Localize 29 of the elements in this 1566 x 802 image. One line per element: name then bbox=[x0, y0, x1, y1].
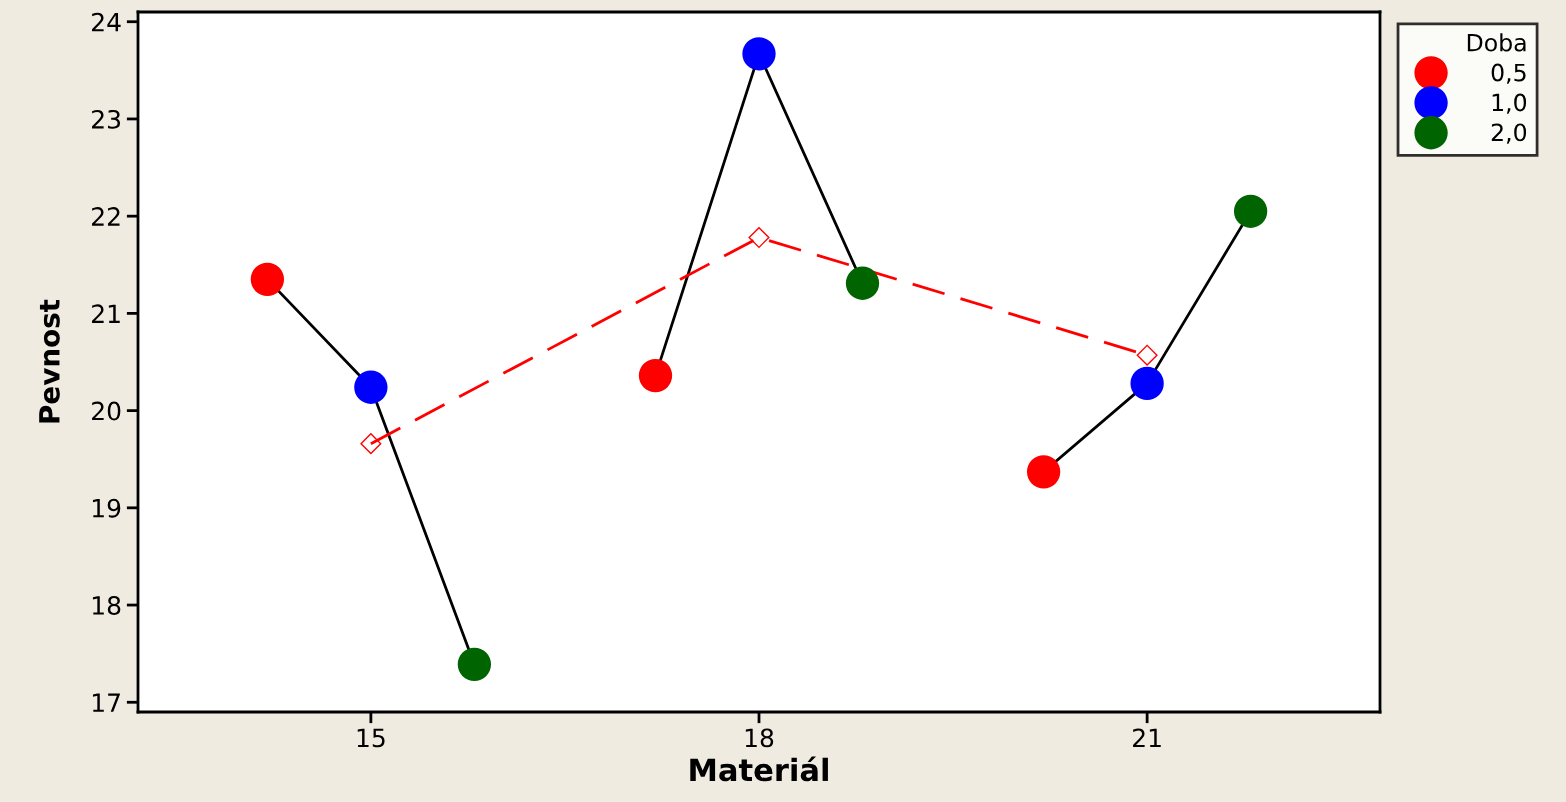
point bbox=[457, 647, 492, 682]
y-tick-label: 17 bbox=[92, 693, 120, 712]
point bbox=[360, 433, 382, 455]
point bbox=[250, 262, 285, 297]
point bbox=[1136, 344, 1158, 366]
point bbox=[748, 227, 770, 249]
y-tick-label: 22 bbox=[92, 207, 120, 226]
y-tick-label: 21 bbox=[92, 304, 120, 323]
x-tick-label: 15 bbox=[357, 728, 385, 748]
point bbox=[845, 266, 880, 300]
legend-label: 1,0 bbox=[1492, 93, 1527, 114]
y-tick-label: 24 bbox=[92, 12, 121, 32]
y-tick-label: 23 bbox=[92, 109, 121, 129]
point bbox=[638, 358, 673, 393]
y-tick-label: 20 bbox=[92, 401, 121, 421]
point bbox=[1130, 366, 1164, 401]
legend-label: 2,0 bbox=[1491, 123, 1527, 144]
legend-title: Doba bbox=[1467, 33, 1526, 52]
x-axis-title: Materiál bbox=[690, 756, 828, 782]
y-tick-label: 19 bbox=[92, 498, 121, 518]
point bbox=[1026, 455, 1061, 489]
legend-label: 0,5 bbox=[1491, 63, 1526, 84]
point bbox=[742, 37, 776, 71]
y-axis-title: Pevnost bbox=[39, 299, 60, 423]
x-tick-label: 21 bbox=[1133, 728, 1161, 747]
point bbox=[1233, 194, 1268, 228]
x-tick-label: 18 bbox=[745, 728, 774, 748]
y-tick-label: 18 bbox=[92, 596, 121, 615]
point bbox=[354, 370, 388, 404]
